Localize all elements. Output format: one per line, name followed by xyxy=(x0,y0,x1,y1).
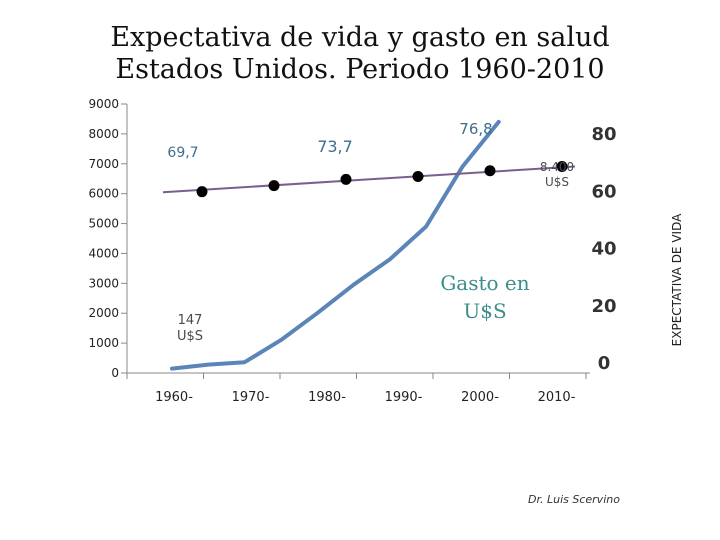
annotation-8400-unit: U$S xyxy=(545,175,569,189)
annotation-8400: 8.400 xyxy=(540,160,574,174)
life-expectancy-point xyxy=(340,173,352,185)
x-axis-tick-label: 2000- xyxy=(461,390,499,405)
right-axis-tick-label: 0 xyxy=(598,353,611,374)
right-axis-tick-label: 20 xyxy=(591,296,616,317)
left-axis-tick-label: 0 xyxy=(111,366,119,380)
annotation-gasto-unit: U$S xyxy=(463,299,506,323)
title-line-2: Estados Unidos. Periodo 1960-2010 xyxy=(115,54,605,85)
right-axis-tick-label: 80 xyxy=(591,124,616,145)
x-axis-tick-label: 1960- xyxy=(155,390,193,405)
left-axis-tick-label: 1000 xyxy=(88,336,119,350)
left-axis-tick-label: 6000 xyxy=(88,187,119,201)
life-expectancy-point xyxy=(484,165,496,177)
chart-title: Expectativa de vida y gasto en salud Est… xyxy=(0,22,720,86)
x-axis-tick-label: 2010- xyxy=(538,390,576,405)
life-expectancy-point xyxy=(556,160,568,172)
life-expectancy-point xyxy=(196,186,208,198)
right-axis-tick-label: 40 xyxy=(591,239,616,260)
x-axis-tick-label: 1970- xyxy=(232,390,270,405)
x-axis-tick-label: 1990- xyxy=(385,390,423,405)
left-axis-tick-label: 4000 xyxy=(88,246,119,260)
life-expectancy-point xyxy=(268,180,280,192)
right-axis-label: EXPECTATIVA DE VIDA xyxy=(670,213,684,346)
annotation-69-7: 69,7 xyxy=(167,145,198,161)
life-expectancy-trend-line xyxy=(162,165,576,194)
annotation-73-7: 73,7 xyxy=(317,137,353,156)
life-expectancy-point xyxy=(412,171,424,183)
author-credit: Dr. Luis Scervino xyxy=(528,493,620,506)
left-axis-tick-label: 5000 xyxy=(88,217,119,231)
left-axis-tick-label: 8000 xyxy=(88,127,119,141)
x-axis-tick-label: 1980- xyxy=(308,390,346,405)
annotation-147: 147 xyxy=(178,313,203,328)
left-axis-tick-label: 2000 xyxy=(88,306,119,320)
annotation-gasto-label: Gasto en xyxy=(440,271,529,295)
spending-line xyxy=(170,119,501,371)
title-line-1: Expectativa de vida y gasto en salud xyxy=(110,22,610,53)
right-axis-tick-label: 60 xyxy=(591,181,616,202)
annotation-76-8: 76,8 xyxy=(459,120,492,138)
left-axis-tick-label: 7000 xyxy=(88,157,119,171)
left-axis-tick-label: 3000 xyxy=(88,276,119,290)
left-axis-tick-label: 9000 xyxy=(88,97,119,111)
annotation-147-unit: U$S xyxy=(177,329,203,344)
